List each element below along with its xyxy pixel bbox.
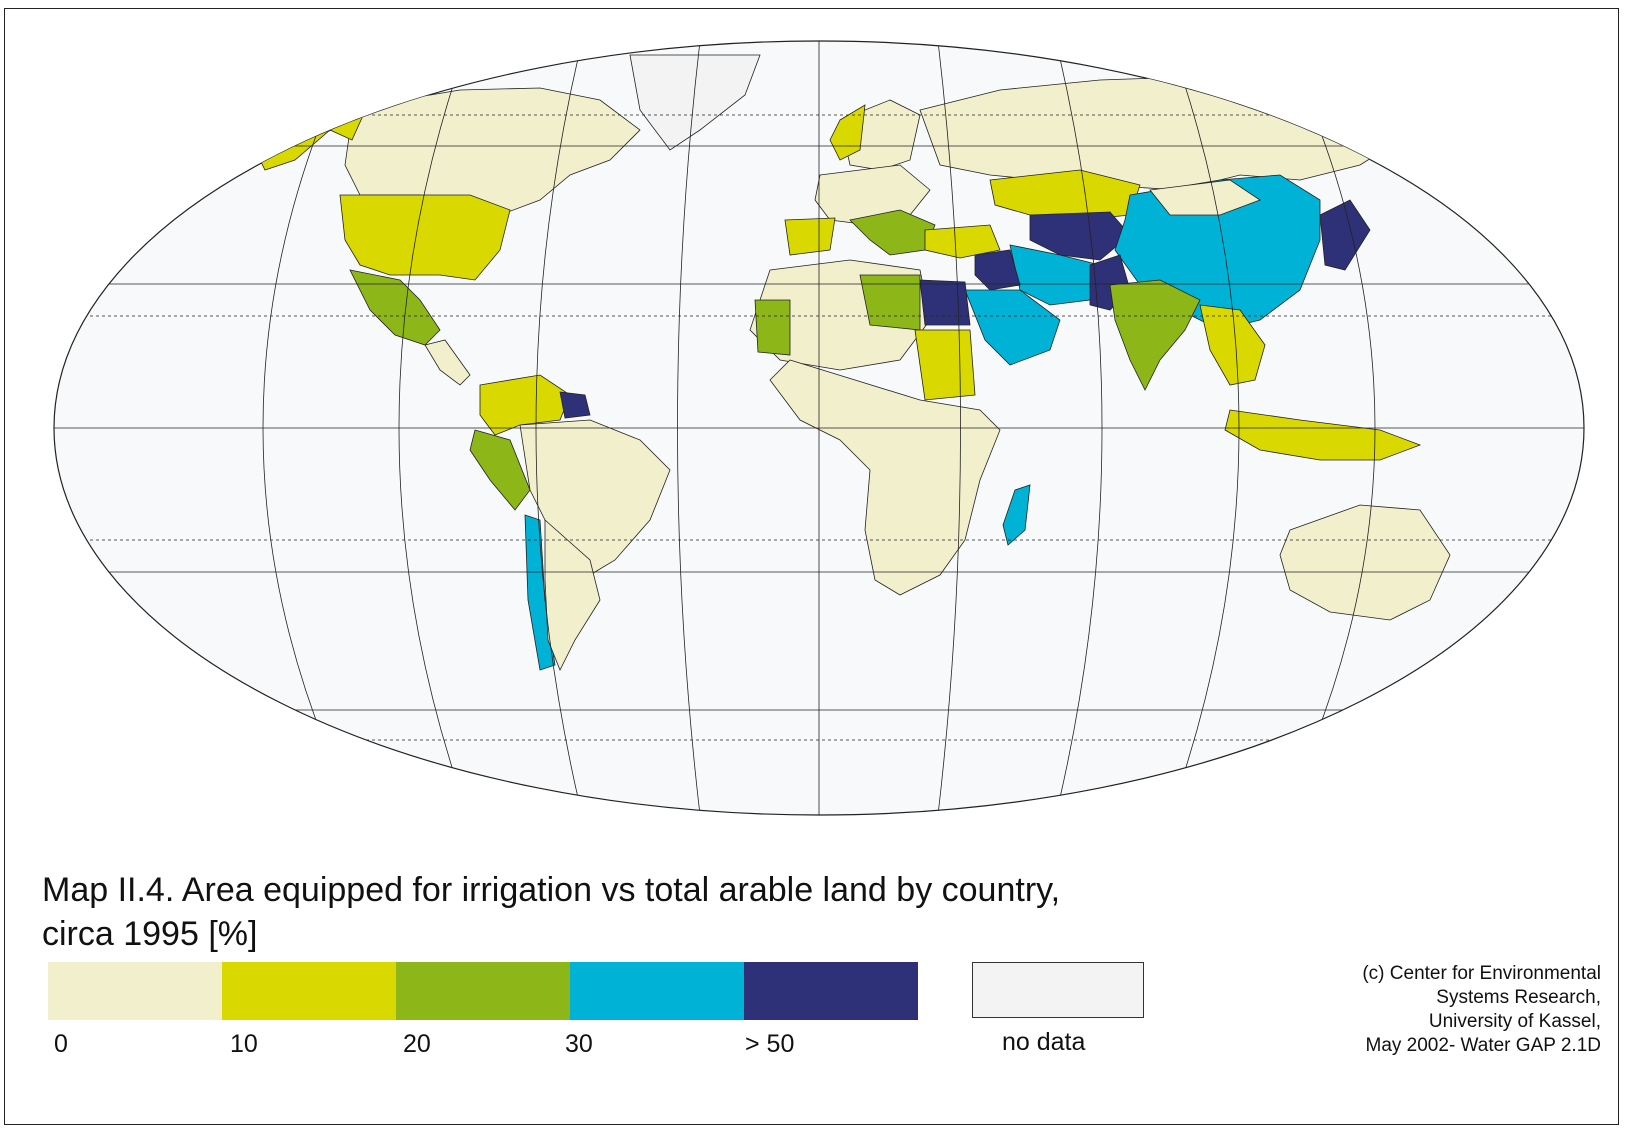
country-central-america [424,339,471,386]
map-title-line1: Map II.4. Area equipped for irrigation v… [42,871,1061,909]
country-libya [859,274,921,331]
country-greenland [629,54,761,151]
country-saudi-arabia [964,289,1061,366]
country-guianas [559,391,591,419]
country-korea-japan [1319,199,1371,271]
country-canada [344,87,641,216]
figure-frame [4,8,1619,1125]
landmasses [254,54,1521,671]
country-sudan [914,329,976,401]
country-mauritania [754,299,791,356]
country-egypt [919,279,971,326]
country-southeast-asia [1199,304,1266,386]
country-argentina [544,519,601,671]
country-indonesia [1224,409,1422,461]
country-subsaharan-africa [769,359,1001,596]
country-australia [1279,504,1451,621]
country-russia [919,74,1401,191]
country-mexico [349,269,441,346]
country-peru [469,429,531,511]
map-title: Map II.4. Area equipped for irrigation v… [42,868,1060,956]
country-usa [339,194,511,281]
country-india [1109,279,1201,391]
country-madagascar [1002,484,1031,546]
map-title-line2: circa 1995 [%] [42,915,258,953]
country-central-asia [1029,211,1131,261]
country-iberia [784,217,836,256]
country-mongolia [1149,179,1261,216]
country-iraq-syria [974,249,1021,291]
country-venezuela-colombia [479,374,571,436]
